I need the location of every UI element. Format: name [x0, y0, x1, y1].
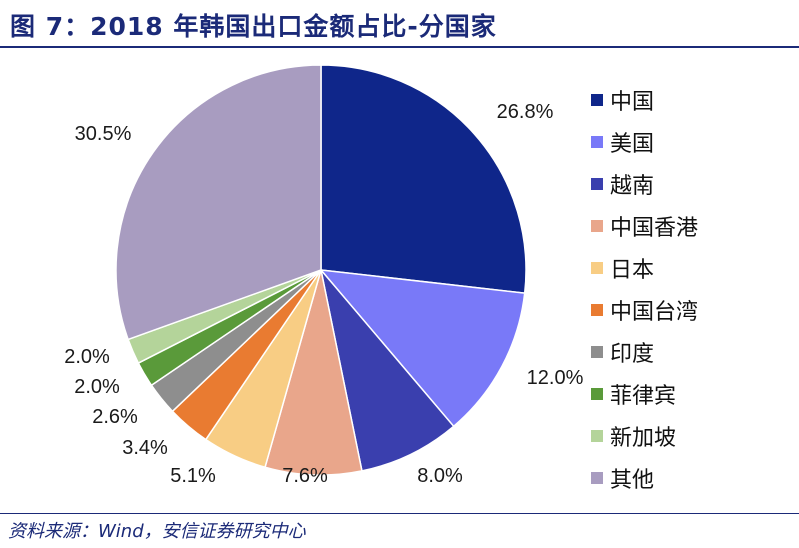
- legend-item: 日本: [591, 247, 698, 289]
- slice-value-label: 26.8%: [497, 101, 554, 123]
- legend-item: 中国台湾: [591, 289, 698, 331]
- legend-swatch: [591, 430, 603, 442]
- legend-swatch: [591, 136, 603, 148]
- slice-value-label: 3.4%: [122, 437, 168, 459]
- slice-value-label: 2.0%: [74, 376, 120, 398]
- slice-value-label: 8.0%: [417, 465, 463, 487]
- legend-label: 美国: [610, 132, 655, 157]
- legend-swatch: [591, 304, 603, 316]
- legend-label: 新加坡: [610, 426, 677, 451]
- legend-swatch: [591, 220, 603, 232]
- slice-value-label: 2.0%: [64, 346, 110, 368]
- source-divider: [0, 513, 799, 514]
- legend-item: 菲律宾: [591, 373, 698, 415]
- legend-label: 菲律宾: [610, 384, 677, 409]
- figure-title: 图 7：2018 年韩国出口金额占比-分国家: [10, 12, 497, 41]
- slice-value-label: 12.0%: [527, 367, 584, 389]
- legend-label: 中国香港: [610, 216, 699, 241]
- legend-item: 越南: [591, 163, 698, 205]
- legend-swatch: [591, 346, 603, 358]
- legend-label: 中国台湾: [610, 300, 699, 325]
- slice-value-label: 5.1%: [170, 465, 216, 487]
- legend-swatch: [591, 262, 603, 274]
- legend: 中国美国越南中国香港日本中国台湾印度菲律宾新加坡其他: [591, 79, 698, 499]
- pie-slice: [115, 64, 322, 341]
- pie-slice: [319, 269, 526, 428]
- legend-swatch: [591, 472, 603, 484]
- legend-label: 日本: [610, 258, 655, 283]
- legend-label: 中国: [610, 90, 655, 115]
- pie-slice: [320, 269, 455, 472]
- legend-item: 其他: [591, 457, 698, 499]
- slice-value-label: 7.6%: [282, 465, 328, 487]
- pie-slice: [320, 64, 527, 294]
- legend-item: 新加坡: [591, 415, 698, 457]
- legend-label: 印度: [610, 342, 655, 367]
- slice-value-label: 30.5%: [75, 123, 132, 145]
- legend-item: 印度: [591, 331, 698, 373]
- legend-swatch: [591, 388, 603, 400]
- legend-swatch: [591, 178, 603, 190]
- legend-swatch: [591, 94, 603, 106]
- source-note: 资料来源：Wind，安信证券研究中心: [8, 521, 306, 542]
- legend-item: 中国香港: [591, 205, 698, 247]
- legend-item: 美国: [591, 121, 698, 163]
- slice-value-label: 2.6%: [92, 406, 138, 428]
- title-divider: [0, 46, 799, 48]
- legend-label: 其他: [610, 468, 655, 493]
- pie-slice: [264, 269, 363, 476]
- legend-label: 越南: [610, 174, 655, 199]
- legend-item: 中国: [591, 79, 698, 121]
